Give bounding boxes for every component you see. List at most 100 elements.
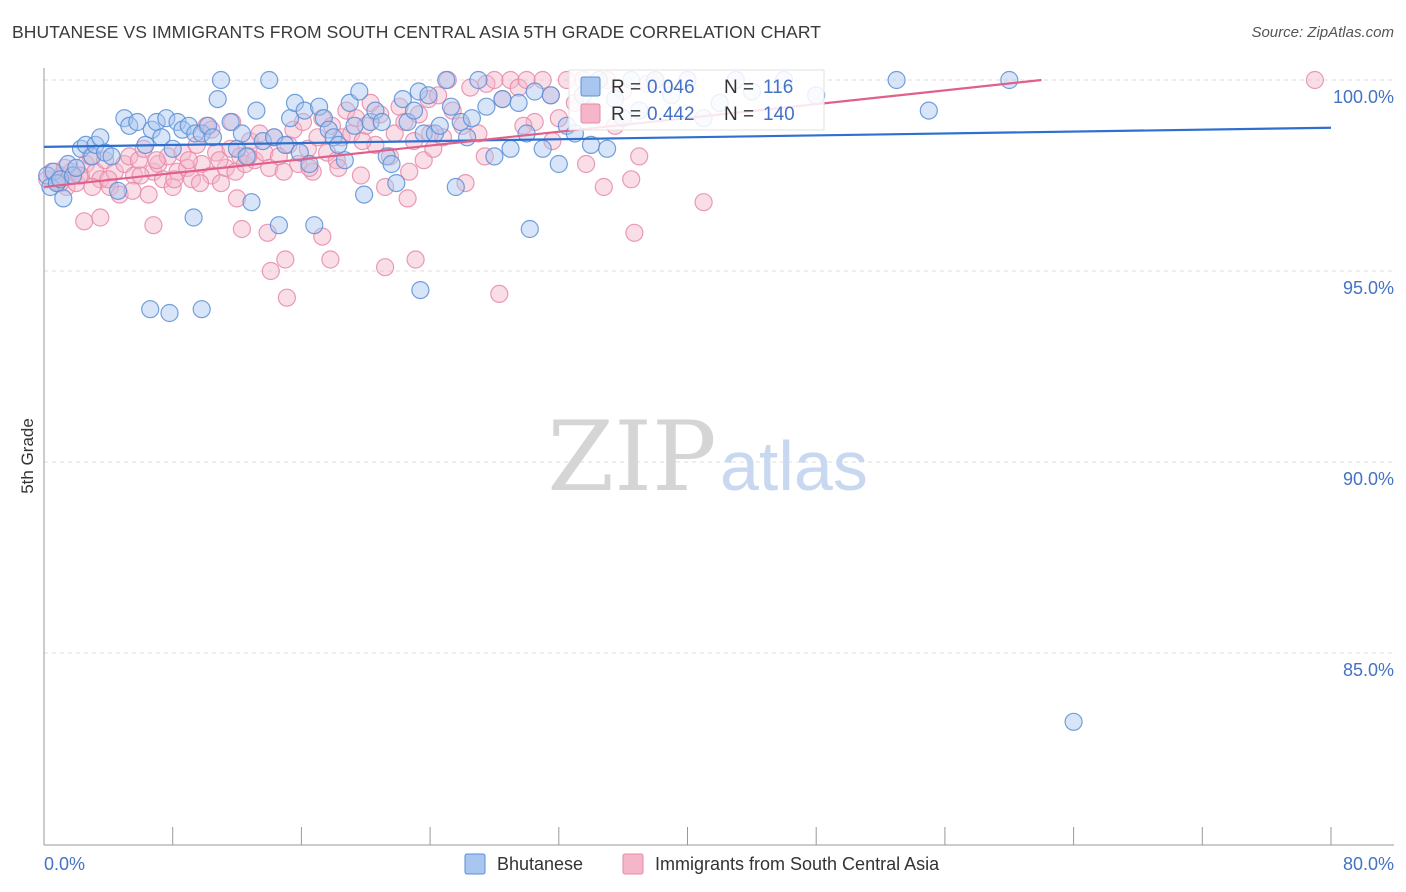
- immigrants-point-125[interactable]: [227, 189, 247, 208]
- immigrants-point-89[interactable]: [485, 70, 504, 90]
- immigrants-point-145[interactable]: [123, 181, 142, 200]
- bhutanese-point-44[interactable]: [269, 216, 288, 235]
- immigrants-point-138[interactable]: [576, 154, 596, 174]
- immigrants-point-134[interactable]: [456, 174, 475, 193]
- bhutanese-point-89[interactable]: [525, 82, 544, 101]
- bhutanese-point-61[interactable]: [355, 185, 374, 204]
- bhutanese-point-42[interactable]: [260, 70, 279, 90]
- bhutanese-point-24[interactable]: [157, 109, 176, 128]
- immigrants-point-109[interactable]: [694, 193, 713, 212]
- bhutanese-point-38[interactable]: [237, 147, 256, 166]
- bhutanese-point-87[interactable]: [509, 93, 528, 113]
- immigrants-point-120[interactable]: [321, 250, 340, 269]
- bhutanese-point-116[interactable]: [141, 300, 160, 319]
- immigrants-point-150[interactable]: [210, 151, 229, 170]
- immigrants-point-118[interactable]: [261, 261, 280, 281]
- bhutanese-point-75[interactable]: [430, 116, 449, 135]
- immigrants-point-110[interactable]: [625, 223, 644, 242]
- bhutanese-point-31[interactable]: [199, 116, 218, 135]
- bhutanese-point-16[interactable]: [108, 181, 128, 200]
- immigrants-point-81[interactable]: [429, 86, 448, 105]
- bhutanese-point-82[interactable]: [469, 70, 488, 90]
- bhutanese-point-15[interactable]: [102, 147, 121, 166]
- bhutanese-point-13[interactable]: [91, 128, 110, 147]
- bhutanese-point-2[interactable]: [44, 162, 63, 181]
- bhutanese-point-35[interactable]: [221, 112, 240, 132]
- immigrants-point-36[interactable]: [211, 174, 231, 193]
- bhutanese-point-91[interactable]: [541, 86, 560, 105]
- immigrants-point-70[interactable]: [376, 177, 395, 197]
- bhutanese-point-68[interactable]: [393, 89, 412, 109]
- immigrants-point-124[interactable]: [277, 288, 296, 307]
- immigrants-point-112[interactable]: [75, 212, 94, 231]
- immigrants-point-51[interactable]: [284, 120, 303, 139]
- immigrants-point-139[interactable]: [594, 177, 613, 197]
- immigrants-point-21[interactable]: [139, 185, 158, 204]
- bhutanese-point-37[interactable]: [232, 124, 251, 143]
- immigrants-point-49[interactable]: [274, 162, 293, 181]
- bhutanese-point-84[interactable]: [485, 147, 504, 166]
- bhutanese-point-49[interactable]: [295, 101, 314, 120]
- bhutanese-point-92[interactable]: [549, 154, 568, 174]
- bhutanese-point-85[interactable]: [493, 89, 512, 109]
- immigrants-point-64[interactable]: [347, 109, 366, 128]
- bhutanese-point-79[interactable]: [451, 112, 470, 132]
- bhutanese-point-78[interactable]: [446, 177, 465, 197]
- immigrants-point-122[interactable]: [406, 250, 425, 269]
- immigrants-point-75[interactable]: [400, 162, 419, 181]
- bhutanese-point-32[interactable]: [203, 128, 222, 147]
- bhutanese-point-70[interactable]: [404, 101, 424, 120]
- immigrants-point-105[interactable]: [622, 170, 641, 189]
- bhutanese-point-10[interactable]: [76, 135, 95, 154]
- bhutanese-point-113[interactable]: [919, 101, 938, 120]
- immigrants-point-87[interactable]: [469, 124, 488, 143]
- bhutanese-point-64[interactable]: [372, 112, 391, 132]
- bhutanese-point-120[interactable]: [184, 208, 203, 227]
- legend-label-immigrants[interactable]: Immigrants from South Central Asia: [655, 854, 940, 874]
- bhutanese-point-53[interactable]: [314, 109, 333, 128]
- bhutanese-point-56[interactable]: [329, 135, 348, 154]
- immigrants-point-106[interactable]: [630, 147, 649, 166]
- bhutanese-point-77[interactable]: [441, 97, 461, 116]
- immigrants-point-147[interactable]: [147, 151, 166, 170]
- immigrants-point-121[interactable]: [376, 258, 395, 277]
- bhutanese-point-73[interactable]: [419, 86, 438, 105]
- immigrants-point-114[interactable]: [144, 216, 163, 235]
- bhutanese-point-71[interactable]: [409, 82, 428, 101]
- legend-swatch-immigrants[interactable]: [622, 853, 644, 875]
- bhutanese-point-59[interactable]: [345, 116, 364, 135]
- bhutanese-point-119[interactable]: [411, 281, 430, 300]
- immigrants-point-135[interactable]: [475, 147, 494, 166]
- immigrants-point-126[interactable]: [179, 151, 198, 170]
- bhutanese-point-86[interactable]: [501, 139, 520, 158]
- bhutanese-point-76[interactable]: [437, 70, 456, 90]
- immigrants-point-113[interactable]: [91, 208, 110, 227]
- bhutanese-point-5[interactable]: [54, 189, 73, 208]
- bhutanese-point-45[interactable]: [276, 135, 295, 154]
- bhutanese-point-66[interactable]: [382, 154, 401, 174]
- bhutanese-point-34[interactable]: [211, 70, 231, 90]
- bhutanese-point-63[interactable]: [366, 101, 385, 120]
- bhutanese-point-83[interactable]: [477, 97, 496, 116]
- immigrants-point-132[interactable]: [398, 189, 417, 208]
- immigrants-point-119[interactable]: [276, 250, 295, 269]
- bhutanese-point-60[interactable]: [350, 82, 369, 101]
- immigrants-point-111[interactable]: [1305, 70, 1325, 90]
- bhutanese-point-115[interactable]: [1064, 712, 1083, 731]
- legend-label-bhutanese[interactable]: Bhutanese: [497, 854, 583, 874]
- immigrants-point-115[interactable]: [232, 219, 251, 239]
- bhutanese-point-40[interactable]: [247, 101, 266, 120]
- immigrants-point-65[interactable]: [351, 166, 370, 185]
- bhutanese-point-81[interactable]: [462, 109, 481, 128]
- bhutanese-point-8[interactable]: [67, 158, 86, 177]
- bhutanese-point-117[interactable]: [160, 303, 179, 323]
- bhutanese-point-90[interactable]: [533, 139, 552, 158]
- bhutanese-point-69[interactable]: [398, 112, 417, 132]
- bhutanese-point-41[interactable]: [253, 132, 272, 151]
- bhutanese-point-47[interactable]: [285, 93, 305, 113]
- bhutanese-point-98[interactable]: [597, 139, 617, 158]
- bhutanese-point-114[interactable]: [1000, 70, 1019, 90]
- immigrants-point-149[interactable]: [190, 174, 210, 193]
- bhutanese-point-112[interactable]: [887, 70, 906, 90]
- bhutanese-point-121[interactable]: [520, 219, 539, 239]
